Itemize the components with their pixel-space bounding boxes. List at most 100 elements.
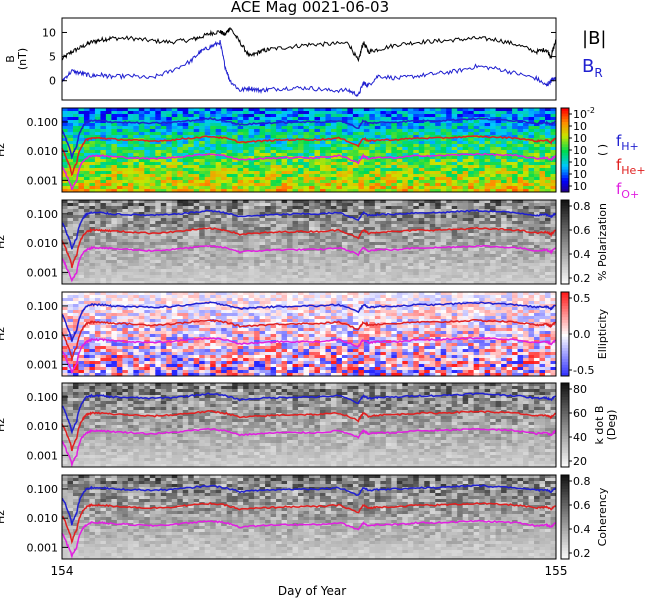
spectrogram-cell — [512, 230, 518, 234]
spectrogram-cell — [440, 203, 447, 207]
spectrogram-cell — [166, 138, 173, 142]
spectrogram-cell — [89, 206, 96, 210]
spectrogram-cell — [248, 132, 255, 136]
spectrogram-cell — [171, 254, 178, 258]
spectrogram-cell — [501, 278, 507, 282]
spectrogram-cell — [429, 281, 436, 285]
spectrogram-cell — [341, 212, 348, 216]
spectrogram-cell — [111, 132, 118, 136]
spectrogram-cell — [287, 153, 293, 157]
spectrogram-cell — [363, 254, 370, 258]
spectrogram-cell — [468, 281, 475, 285]
spectrogram-cell — [221, 177, 228, 181]
spectrogram-cell — [166, 218, 173, 222]
spectrogram-cell — [232, 171, 239, 175]
spectrogram-cell — [127, 120, 134, 124]
spectrogram-cell — [127, 168, 134, 172]
spectrogram-cell — [385, 186, 392, 190]
spectrogram-cell — [100, 144, 107, 148]
spectrogram-cell — [292, 171, 299, 175]
spectrogram-cell — [177, 111, 184, 115]
spectrogram-cell — [204, 206, 211, 210]
spectrogram-cell — [506, 221, 513, 225]
spectrogram-cell — [138, 275, 145, 279]
spectrogram-cell — [94, 215, 101, 219]
spectrogram-cell — [512, 144, 518, 148]
panel-1-frame — [61, 17, 557, 101]
spectrogram-cell — [144, 159, 151, 163]
y-axis-label-hz: Hz — [0, 143, 7, 157]
spectrogram-cell — [358, 177, 365, 181]
spectrogram-cell — [462, 186, 469, 190]
spectrogram-cell — [501, 168, 507, 172]
spectrogram-cell — [276, 108, 282, 112]
spectrogram-cell — [149, 224, 156, 228]
spectrogram-cell — [363, 239, 370, 243]
spectrogram-cell — [276, 147, 282, 151]
spectrogram-cell — [292, 150, 299, 154]
spectrogram-cell — [545, 120, 551, 124]
spectrogram-cell — [314, 108, 321, 112]
spectrogram-cell — [385, 257, 392, 261]
spectrogram-cell — [369, 111, 376, 115]
spectrogram-cell — [243, 171, 250, 175]
spectrogram-cell — [215, 108, 222, 112]
spectrogram-cell — [62, 144, 68, 148]
spectrogram-cell — [495, 171, 502, 175]
spectrogram-cell — [105, 236, 112, 240]
spectrogram-cell — [550, 165, 557, 169]
spectrogram-cell — [265, 215, 271, 219]
spectrogram-cell — [319, 117, 326, 121]
spectrogram-cell — [122, 111, 129, 115]
spectrogram-cell — [314, 203, 321, 207]
spectrogram-cell — [457, 189, 464, 193]
spectrogram-cell — [210, 126, 217, 130]
spectrogram-cell — [127, 162, 134, 166]
spectrogram-cell — [407, 153, 414, 157]
spectrogram-cell — [523, 254, 529, 258]
spectrogram-cell — [89, 200, 96, 204]
spectrogram-cell — [138, 159, 145, 163]
spectrogram-cell — [435, 278, 442, 282]
spectrogram-cell — [221, 114, 228, 118]
spectrogram-cell — [396, 168, 403, 172]
spectrogram-cell — [199, 263, 206, 267]
spectrogram-cell — [341, 111, 348, 115]
spectrogram-cell — [473, 138, 480, 142]
spectrogram-cell — [429, 108, 436, 112]
spectrogram-cell — [89, 260, 96, 264]
spectrogram-cell — [193, 281, 200, 285]
spectrogram-cell — [237, 165, 244, 169]
spectrogram-cell — [232, 203, 239, 207]
spectrogram-cell — [298, 260, 304, 264]
spectrogram-cell — [215, 233, 222, 237]
spectrogram-cell — [440, 147, 447, 151]
spectrogram-cell — [309, 177, 315, 181]
spectrogram-cell — [319, 153, 326, 157]
spectrogram-cell — [424, 224, 431, 228]
spectrogram-cell — [62, 180, 68, 184]
spectrogram-cell — [352, 168, 359, 172]
spectrogram-cell — [330, 260, 337, 264]
spectrogram-cell — [254, 111, 260, 115]
spectrogram-cell — [62, 224, 68, 228]
spectrogram-cell — [490, 174, 497, 178]
spectrogram-cell — [385, 206, 392, 210]
spectrogram-cell — [281, 242, 288, 246]
spectrogram-cell — [62, 281, 68, 285]
spectrogram-cell — [380, 281, 387, 285]
spectrogram-cell — [127, 126, 134, 130]
spectrogram-cell — [144, 153, 151, 157]
spectrogram-cell — [341, 177, 348, 181]
spectrogram-cell — [501, 108, 507, 112]
spectrogram-cell — [341, 221, 348, 225]
spectrogram-cell — [221, 123, 228, 127]
spectrogram-cell — [94, 126, 101, 130]
spectrogram-cell — [62, 257, 68, 261]
spectrogram-cell — [166, 254, 173, 258]
spectrogram-cell — [495, 278, 502, 282]
spectrogram-cell — [78, 156, 85, 160]
spectrogram-cell — [380, 153, 387, 157]
spectrogram-cell — [155, 224, 162, 228]
spectrogram-cell — [270, 147, 277, 151]
